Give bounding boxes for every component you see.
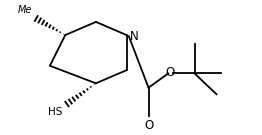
Text: O: O <box>144 119 153 132</box>
Text: Me: Me <box>18 5 32 15</box>
Text: O: O <box>166 66 175 79</box>
Text: N: N <box>129 30 138 43</box>
Text: HS: HS <box>48 107 62 117</box>
